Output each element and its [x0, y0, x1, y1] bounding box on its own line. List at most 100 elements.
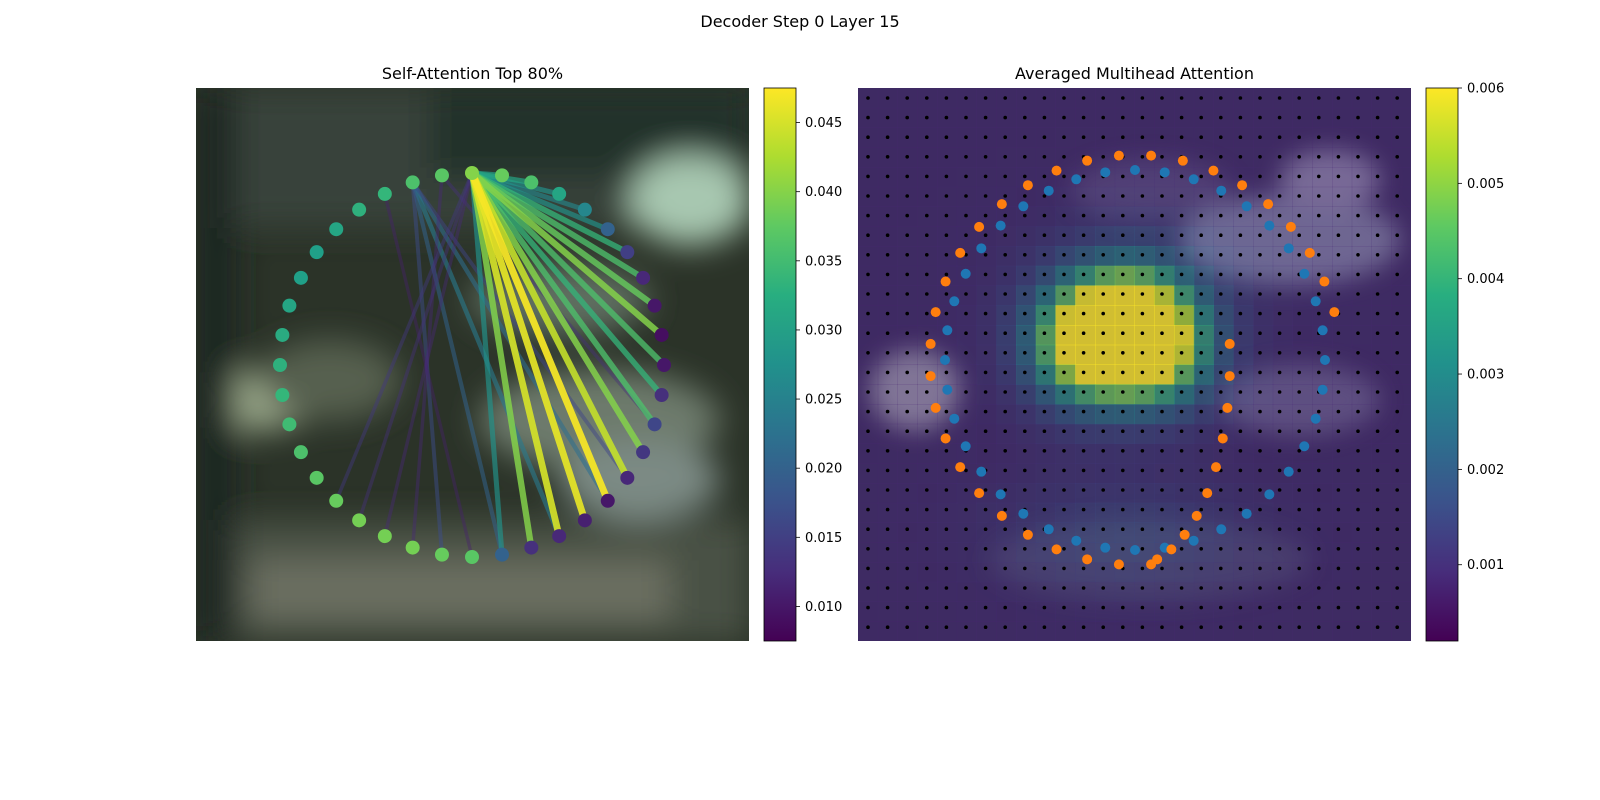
- grid-dot: [1219, 272, 1223, 277]
- heatmap-cell: [1272, 601, 1293, 622]
- grid-dot: [1395, 311, 1399, 316]
- heatmap-cell: [877, 364, 898, 385]
- grid-dot: [1140, 311, 1145, 316]
- heatmap-cell: [1292, 147, 1313, 168]
- grid-dot: [885, 174, 890, 179]
- heatmap-cell: [956, 601, 977, 622]
- grid-dot: [1199, 213, 1203, 218]
- heatmap-cell: [1114, 246, 1135, 267]
- scatter-point: [1188, 174, 1199, 185]
- grid-dot: [1336, 213, 1341, 218]
- grid-dot: [964, 213, 968, 218]
- grid-dot: [1297, 390, 1301, 394]
- heatmap-cell: [1351, 246, 1372, 267]
- heatmap-cell: [917, 463, 938, 484]
- grid-dot: [1101, 390, 1105, 394]
- grid-dot: [1238, 233, 1243, 237]
- heatmap-cell: [1292, 581, 1313, 602]
- grid-dot: [1199, 253, 1203, 257]
- grid-dot: [1081, 351, 1086, 355]
- grid-dot: [866, 331, 870, 336]
- heatmap-cell: [1351, 522, 1372, 543]
- scatter-point: [976, 466, 987, 477]
- grid-dot: [905, 155, 909, 159]
- grid-dot: [866, 96, 870, 100]
- grid-dot: [1101, 213, 1105, 218]
- heatmap-cell: [1391, 483, 1411, 504]
- heatmap-cell: [996, 601, 1017, 622]
- colorbar-tick-label: 0.001: [1467, 558, 1504, 573]
- grid-dot: [1395, 586, 1399, 590]
- heatmap-cell: [956, 621, 977, 641]
- grid-dot: [1081, 527, 1086, 531]
- scatter-point: [930, 402, 941, 413]
- heatmap-cell: [956, 542, 977, 563]
- grid-dot: [1317, 586, 1321, 590]
- heatmap-cell: [1075, 443, 1096, 464]
- scatter-point: [1051, 544, 1062, 555]
- grid-dot: [1395, 625, 1399, 629]
- heatmap-cell: [1312, 542, 1333, 563]
- attention-node: [524, 175, 539, 190]
- grid-dot: [1003, 507, 1007, 512]
- heatmap-cell: [1371, 423, 1392, 444]
- heatmap-cell: [1174, 542, 1195, 563]
- attention-node: [620, 470, 635, 485]
- heatmap-cell: [1075, 601, 1096, 622]
- colorbar-tick-label: 0.040: [805, 185, 842, 200]
- grid-dot: [964, 155, 968, 159]
- heatmap-cell: [1154, 127, 1175, 148]
- grid-dot: [925, 174, 929, 179]
- grid-dot: [1199, 311, 1203, 316]
- heatmap-cell: [1371, 167, 1392, 188]
- grid-dot: [1140, 586, 1145, 590]
- heatmap-cell: [1114, 601, 1135, 622]
- grid-dot: [1258, 390, 1262, 394]
- heatmap-cell: [1114, 226, 1135, 247]
- heatmap-cell: [1253, 364, 1274, 385]
- grid-dot: [1277, 331, 1282, 336]
- heatmap-cell: [976, 601, 997, 622]
- heatmap-cell: [976, 581, 997, 602]
- grid-dot: [905, 135, 909, 139]
- heatmap-cell: [956, 384, 977, 405]
- grid-dot: [1121, 370, 1125, 375]
- grid-dot: [1395, 429, 1399, 434]
- grid-dot: [1023, 547, 1027, 551]
- grid-dot: [1356, 115, 1360, 120]
- grid-dot: [1121, 292, 1125, 296]
- grid-dot: [1003, 351, 1007, 355]
- grid-dot: [905, 174, 909, 179]
- heatmap-cell: [1114, 206, 1135, 227]
- grid-dot: [944, 468, 949, 473]
- grid-dot: [1121, 351, 1125, 355]
- scatter-point: [1211, 462, 1222, 473]
- grid-dot: [1081, 468, 1086, 473]
- grid-dot: [1336, 605, 1341, 610]
- heatmap-cell: [1371, 364, 1392, 385]
- grid-dot: [1219, 135, 1223, 139]
- heatmap-cell: [1233, 325, 1254, 346]
- grid-dot: [1277, 174, 1282, 179]
- grid-dot: [1238, 272, 1243, 277]
- heatmap-cell: [1253, 147, 1274, 168]
- grid-dot: [1238, 351, 1243, 355]
- grid-dot: [1258, 370, 1262, 375]
- grid-dot: [1375, 625, 1380, 629]
- grid-dot: [1317, 527, 1321, 531]
- grid-dot: [1062, 566, 1066, 571]
- heatmap-cell: [1095, 621, 1116, 641]
- attention-edge: [410, 173, 444, 550]
- grid-dot: [1317, 174, 1321, 179]
- grid-dot: [1199, 331, 1203, 336]
- grid-dot: [1258, 586, 1262, 590]
- grid-dot: [925, 194, 929, 198]
- heatmap-cell: [1351, 502, 1372, 523]
- scatter-point: [1285, 221, 1296, 232]
- heatmap-cell: [1134, 404, 1155, 425]
- heatmap-cell: [917, 344, 938, 365]
- grid-dot: [964, 527, 968, 531]
- scatter-point: [995, 489, 1006, 500]
- heatmap-cell: [1233, 127, 1254, 148]
